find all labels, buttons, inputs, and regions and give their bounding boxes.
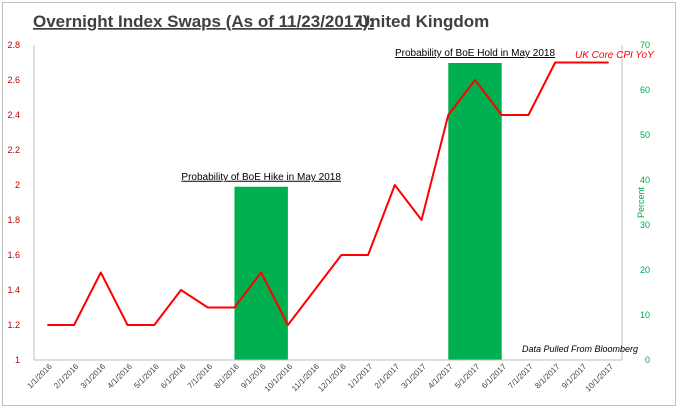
left-tick-labels: 1 1.2 1.4 1.6 1.8 2 2.2 2.4 2.6 2.8 — [7, 40, 20, 365]
left-tick-label: 1 — [15, 355, 20, 365]
x-tick-label: 5/1/2016 — [132, 362, 161, 391]
right-tick-labels: 0 10 20 30 40 50 60 70 — [640, 40, 650, 365]
x-tick-label: 6/1/2016 — [159, 362, 188, 391]
left-tick-label: 1.8 — [7, 215, 20, 225]
right-tick-label: 70 — [640, 40, 650, 50]
source-note: Data Pulled From Bloomberg — [522, 344, 638, 354]
bar-annotation: Probability of BoE Hike in May 2018 — [181, 172, 341, 183]
x-tick-label: 1/1/2016 — [25, 362, 54, 391]
right-tick-label: 20 — [640, 265, 650, 275]
x-tick-label: 6/1/2017 — [480, 362, 509, 391]
x-tick-label: 4/1/2016 — [106, 362, 135, 391]
left-tick-label: 2.4 — [7, 110, 20, 120]
right-tick-label: 40 — [640, 175, 650, 185]
x-tick-label: 2/1/2016 — [52, 362, 81, 391]
x-tick-label: 3/1/2017 — [400, 362, 429, 391]
x-tick-label: 3/1/2016 — [79, 362, 108, 391]
bar-annotation: Probability of BoE Hold in May 2018 — [395, 48, 556, 59]
left-tick-label: 2.2 — [7, 145, 20, 155]
cpi-points — [47, 62, 609, 326]
x-tick-label: 7/1/2016 — [186, 362, 215, 391]
right-tick-label: 0 — [645, 355, 650, 365]
x-tick-label: 12/1/2016 — [316, 362, 348, 394]
x-tick-label: 1/1/2017 — [346, 362, 375, 391]
left-tick-label: 1.2 — [7, 320, 20, 330]
left-tick-label: 2.8 — [7, 40, 20, 50]
chart-frame — [2, 2, 676, 406]
cpi-line — [47, 61, 609, 326]
x-tick-label: 10/1/2017 — [584, 362, 616, 394]
right-tick-label: 30 — [640, 220, 650, 230]
right-tick-label: 60 — [640, 85, 650, 95]
left-tick-label: 1.4 — [7, 285, 20, 295]
x-tick-label: 10/1/2016 — [263, 362, 295, 394]
series-label-cpi: UK Core CPI YoY — [575, 50, 655, 61]
bars-layer — [234, 63, 502, 360]
chart-title: Overnight Index Swaps (As of 11/23/2017)… — [33, 12, 374, 31]
x-tick-label: 5/1/2017 — [453, 362, 482, 391]
x-tick-label: 7/1/2017 — [506, 362, 535, 391]
x-tick-label: 8/1/2016 — [212, 362, 241, 391]
x-tick-label: 2/1/2017 — [373, 362, 402, 391]
right-axis-title: Percent — [636, 186, 646, 218]
x-tick-label: 4/1/2017 — [426, 362, 455, 391]
right-tick-label: 10 — [640, 310, 650, 320]
bar-labels-layer: Probability of BoE Hike in May 2018 Proba… — [181, 48, 555, 183]
left-tick-label: 2.6 — [7, 75, 20, 85]
left-tick-label: 2 — [15, 180, 20, 190]
x-tick-label: 8/1/2017 — [533, 362, 562, 391]
chart-country: United Kingdom — [358, 12, 489, 31]
right-tick-label: 50 — [640, 130, 650, 140]
left-tick-label: 1.6 — [7, 250, 20, 260]
probability-bar — [448, 63, 502, 360]
x-tick-labels: 1/1/20162/1/20163/1/20164/1/20165/1/2016… — [25, 362, 615, 394]
